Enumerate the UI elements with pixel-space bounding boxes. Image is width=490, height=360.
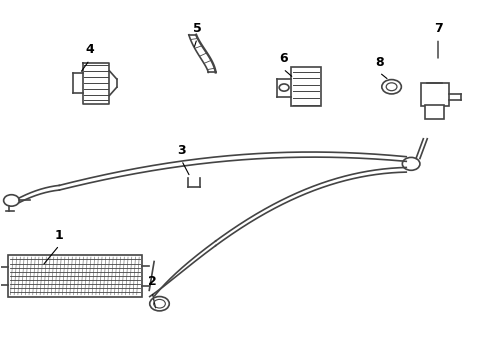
Bar — [421, 83, 449, 107]
Bar — [425, 105, 444, 119]
Text: 8: 8 — [375, 56, 384, 69]
Text: 1: 1 — [55, 229, 64, 242]
Text: 5: 5 — [193, 22, 201, 35]
Text: 3: 3 — [177, 144, 186, 157]
Text: 7: 7 — [434, 22, 442, 35]
Bar — [8, 255, 143, 297]
Text: 6: 6 — [279, 52, 288, 65]
Bar — [292, 67, 321, 107]
Text: 2: 2 — [148, 275, 156, 288]
Text: 4: 4 — [85, 43, 94, 56]
